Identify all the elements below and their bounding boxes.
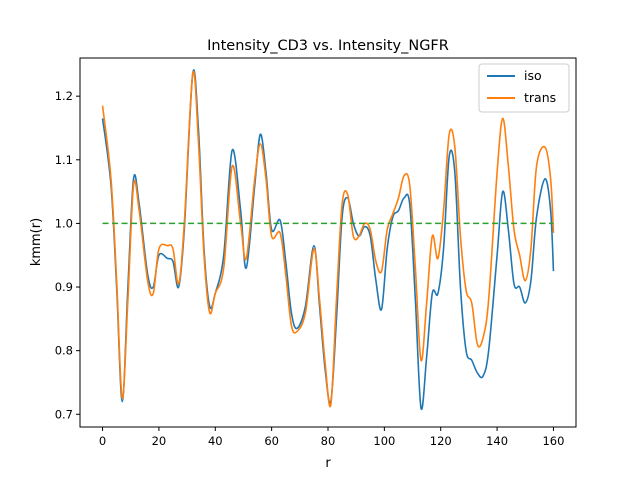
x-tick-label: 160 <box>542 434 564 448</box>
series-layer <box>101 69 555 411</box>
x-tick-label: 120 <box>430 434 452 448</box>
x-tick-label: 140 <box>486 434 508 448</box>
x-tick-label: 40 <box>208 434 223 448</box>
x-axis: 0 20 40 60 80 100 120 140 160 <box>99 427 564 448</box>
series-line-trans <box>101 70 555 408</box>
x-tick-label: 20 <box>152 434 167 448</box>
x-axis-label: r <box>325 456 331 471</box>
x-tick-label: 100 <box>373 434 395 448</box>
legend-label-iso: iso <box>524 68 542 83</box>
series-line-iso <box>101 69 555 411</box>
y-tick-label: 1.2 <box>55 89 73 103</box>
y-tick-label: 1.1 <box>55 153 73 167</box>
y-axis-label: kmm(r) <box>29 218 44 266</box>
y-tick-label: 0.9 <box>55 280 73 294</box>
y-tick-label: 0.7 <box>55 407 73 421</box>
chart-title: Intensity_CD3 vs. Intensity_NGFR <box>207 38 449 54</box>
legend: iso trans <box>478 63 570 113</box>
legend-label-trans: trans <box>524 90 556 105</box>
y-tick-label: 0.8 <box>55 344 73 358</box>
y-axis: 0.7 0.8 0.9 1.0 1.1 1.2 <box>55 89 80 421</box>
y-tick-label: 1.0 <box>55 216 73 230</box>
x-tick-label: 60 <box>264 434 279 448</box>
x-tick-label: 80 <box>321 434 336 448</box>
x-tick-label: 0 <box>99 434 106 448</box>
